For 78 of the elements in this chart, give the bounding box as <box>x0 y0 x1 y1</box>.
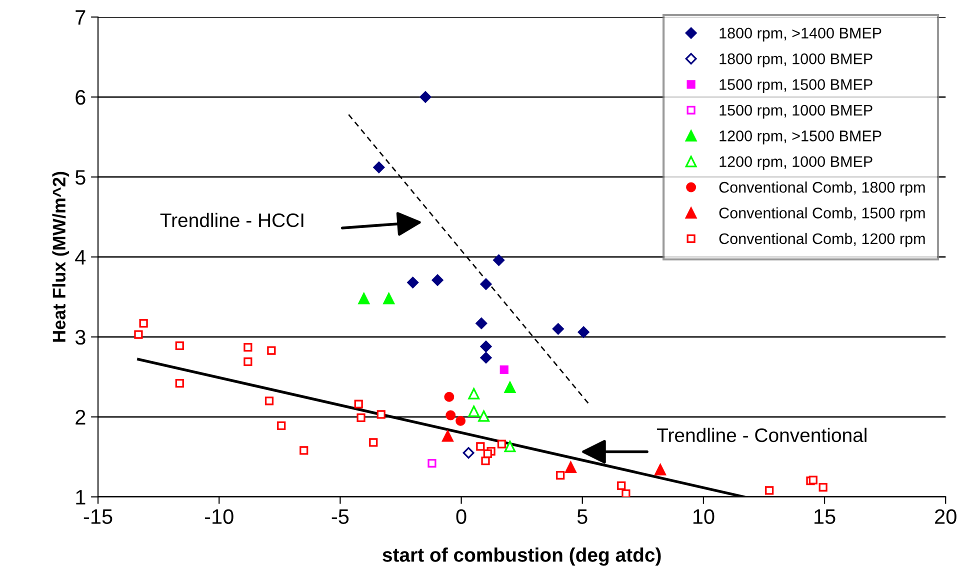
point <box>277 421 286 430</box>
x-axis-title: start of combustion (deg atdc) <box>382 548 661 566</box>
point <box>476 442 485 451</box>
x-tick-label: 20 <box>935 509 956 524</box>
point <box>134 330 143 339</box>
point <box>264 396 274 406</box>
point <box>175 379 184 388</box>
legend-label: Conventional Comb, 1800 rpm <box>719 182 925 196</box>
point <box>497 440 506 448</box>
point <box>808 476 818 484</box>
point <box>480 278 492 290</box>
point <box>356 413 366 422</box>
point <box>500 365 508 374</box>
y-axis-title: Heat Flux (MW/m^2) <box>52 172 70 342</box>
y-tick-label: 2 <box>76 410 86 424</box>
x-tick-label: -5 <box>332 509 349 524</box>
point <box>617 481 626 490</box>
point <box>244 357 252 366</box>
point <box>376 410 386 419</box>
point <box>818 482 828 492</box>
point <box>267 346 276 355</box>
annotation: Trendline - Conventional <box>657 428 866 442</box>
point <box>552 323 564 335</box>
point <box>369 438 378 447</box>
point <box>175 341 184 350</box>
point <box>654 464 666 476</box>
point <box>504 382 516 393</box>
y-tick-label: 6 <box>76 90 86 105</box>
point <box>565 462 576 473</box>
y-tick-label: 5 <box>75 170 86 185</box>
legend-label: 1200 rpm, 1000 BMEP <box>720 156 872 170</box>
point <box>476 318 488 330</box>
legend-label: 1500 rpm, 1500 BMEP <box>720 79 872 93</box>
point <box>300 446 308 455</box>
point <box>478 410 490 422</box>
point <box>578 326 590 338</box>
point <box>462 447 474 459</box>
y-tick-label: 4 <box>75 250 86 265</box>
x-tick-label: 10 <box>693 509 714 524</box>
legend-label: 1200 rpm, >1500 BMEP <box>720 130 882 144</box>
point <box>504 440 516 452</box>
point <box>468 388 480 400</box>
x-tick-label: 0 <box>456 509 466 524</box>
point <box>407 276 419 288</box>
point <box>622 489 630 497</box>
point <box>139 319 148 328</box>
point <box>765 486 774 495</box>
point <box>373 162 385 174</box>
point <box>556 470 565 480</box>
point <box>244 343 252 352</box>
x-tick-label: -10 <box>204 509 234 524</box>
y-tick-label: 1 <box>76 490 86 504</box>
y-tick-label: 7 <box>76 10 86 25</box>
y-tick-label: 3 <box>75 330 86 345</box>
point <box>383 292 395 304</box>
point <box>446 410 456 420</box>
point <box>481 456 490 466</box>
x-tick-label: 15 <box>814 509 836 524</box>
legend-label: Conventional Comb, 1500 rpm <box>719 207 925 222</box>
legend-label: 1800 rpm, >1400 BMEP <box>720 28 882 42</box>
x-tick-label: -15 <box>84 509 112 524</box>
point <box>354 400 363 408</box>
legend-label: 1800 rpm, 1000 BMEP <box>720 53 872 68</box>
point <box>480 340 492 352</box>
x-tick-label: 5 <box>577 509 588 524</box>
point <box>420 91 432 103</box>
point <box>358 292 370 304</box>
point <box>442 430 454 442</box>
legend-label: 1500 rpm, 1000 BMEP <box>720 104 872 119</box>
legend-label: Conventional Comb, 1200 rpm <box>719 232 925 248</box>
point <box>456 416 466 426</box>
point <box>432 274 444 286</box>
point <box>493 254 505 266</box>
point <box>444 392 454 402</box>
annotation: Trendline - HCCI <box>160 212 304 228</box>
point <box>428 458 436 468</box>
point <box>468 406 480 417</box>
point <box>480 352 492 364</box>
